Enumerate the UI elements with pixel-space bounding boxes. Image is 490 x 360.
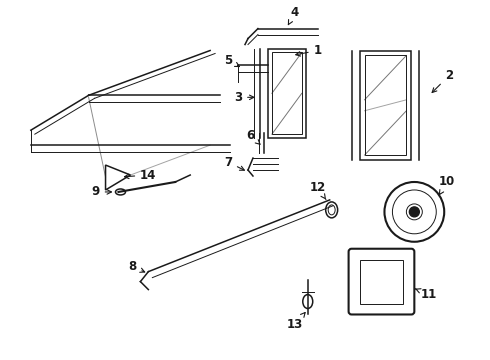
Text: 10: 10 [439, 175, 455, 194]
Text: 14: 14 [124, 168, 157, 181]
Text: 2: 2 [432, 69, 453, 93]
Text: 8: 8 [128, 260, 145, 273]
Text: 12: 12 [310, 181, 326, 199]
Bar [272, 53, 302, 134]
Bar [360, 50, 412, 160]
Text: 13: 13 [287, 312, 305, 331]
Bar [360, 260, 403, 303]
Text: 5: 5 [224, 54, 240, 67]
Text: 7: 7 [224, 156, 245, 170]
Text: 4: 4 [288, 6, 299, 25]
Text: 6: 6 [246, 129, 260, 144]
Bar [365, 55, 406, 155]
Text: 11: 11 [416, 288, 438, 301]
Circle shape [409, 207, 419, 217]
Bar [268, 49, 306, 138]
Text: 1: 1 [296, 44, 322, 57]
Text: 3: 3 [234, 91, 254, 104]
Text: 9: 9 [92, 185, 112, 198]
